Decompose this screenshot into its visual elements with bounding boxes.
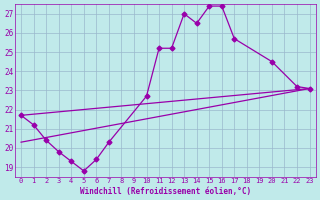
X-axis label: Windchill (Refroidissement éolien,°C): Windchill (Refroidissement éolien,°C) (80, 187, 251, 196)
